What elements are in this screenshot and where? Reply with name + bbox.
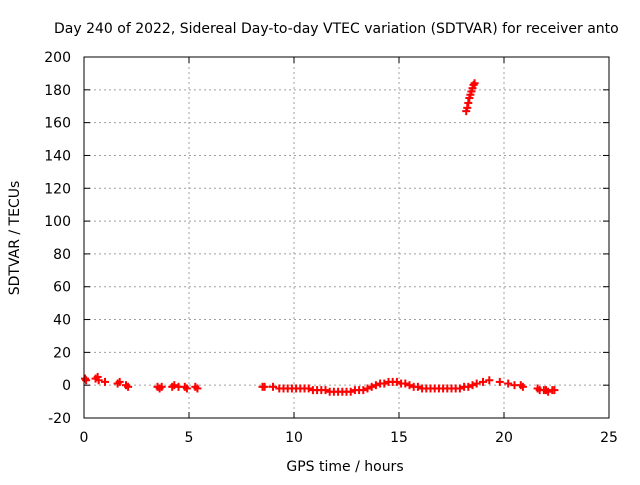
data-points [81, 79, 559, 396]
data-point [495, 377, 504, 386]
data-point [468, 381, 477, 390]
data-point [479, 377, 487, 386]
plot-border [83, 56, 610, 419]
data-point [380, 379, 389, 388]
data-point [464, 382, 473, 391]
data-point [518, 382, 527, 391]
y-tick-label: 160 [44, 116, 71, 132]
data-point [81, 374, 90, 383]
x-tick-label: 25 [600, 430, 618, 446]
y-tick-label: -20 [48, 411, 71, 427]
data-point [304, 384, 313, 393]
chart-title: Day 240 of 2022, Sidereal Day-to-day VTE… [54, 21, 619, 37]
data-point [260, 382, 269, 391]
x-tick-label: 20 [495, 430, 513, 446]
y-axis-label: SDTVAR / TECUs [7, 181, 23, 296]
data-point [193, 384, 202, 393]
data-point [455, 384, 464, 393]
data-point [472, 379, 481, 388]
data-point [367, 382, 376, 391]
data-point [401, 379, 410, 388]
data-point [269, 382, 277, 391]
data-point [124, 382, 133, 391]
data-point [82, 376, 91, 385]
data-point [463, 103, 472, 112]
y-tick-label: 40 [53, 313, 71, 329]
x-tick-label: 0 [80, 430, 89, 446]
data-point [504, 379, 513, 388]
y-tick-label: 0 [62, 378, 71, 394]
data-point [544, 387, 553, 396]
y-tick-label: 120 [44, 181, 71, 197]
data-point [346, 387, 355, 396]
grid-lines [84, 57, 609, 418]
y-tick-label: 200 [44, 50, 71, 66]
data-point [363, 384, 372, 393]
data-point [94, 376, 103, 385]
y-tick-label: 80 [53, 247, 71, 263]
data-point [392, 377, 401, 386]
x-tick-label: 10 [285, 430, 303, 446]
data-point [485, 376, 494, 385]
data-point [359, 386, 368, 395]
y-tick-label: 100 [44, 214, 71, 230]
data-point [321, 386, 330, 395]
data-point [170, 381, 179, 390]
x-tick-label: 5 [185, 430, 194, 446]
axis-tick-labels: 0 5 10 15 20 25 -20 0 20 40 60 80 100 120 140 160 180 200 [44, 50, 618, 446]
data-point [115, 377, 124, 386]
data-point [469, 80, 478, 89]
data-point [371, 381, 380, 390]
data-point [101, 377, 109, 386]
y-tick-label: 20 [53, 345, 71, 361]
data-point [470, 79, 479, 88]
y-tick-label: 180 [44, 83, 71, 99]
x-tick-label: 15 [390, 430, 408, 446]
data-point [413, 382, 422, 391]
y-tick-label: 140 [44, 148, 71, 164]
data-point [550, 386, 559, 395]
data-point [157, 382, 166, 391]
y-tick-label: 60 [53, 280, 71, 296]
data-point [182, 384, 191, 393]
data-point [405, 381, 414, 390]
x-axis-label: GPS time / hours [286, 459, 403, 475]
data-point [464, 98, 473, 107]
